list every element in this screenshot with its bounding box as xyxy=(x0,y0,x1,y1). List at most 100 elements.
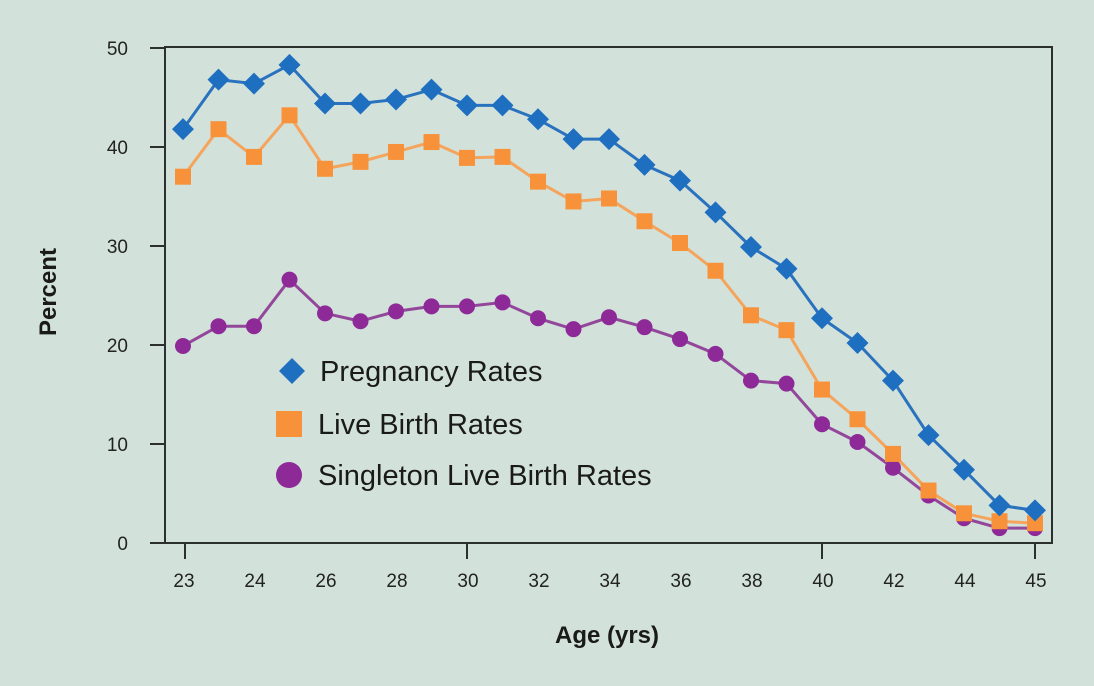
data-point xyxy=(740,235,762,258)
data-point xyxy=(885,445,901,462)
data-point xyxy=(281,271,298,288)
data-point xyxy=(636,213,653,230)
data-point xyxy=(1027,515,1043,532)
x-tick-label: 23 xyxy=(173,571,194,592)
data-point xyxy=(456,94,478,117)
x-axis-title: Age (yrs) xyxy=(555,622,659,649)
data-point xyxy=(707,345,724,362)
x-tick-label: 44 xyxy=(954,571,976,592)
y-tick-label: 10 xyxy=(107,435,128,456)
data-point xyxy=(210,121,227,138)
data-point xyxy=(775,257,798,280)
data-point xyxy=(778,322,795,339)
data-point xyxy=(207,68,230,91)
series-live-birth-rates xyxy=(175,107,1043,532)
data-point xyxy=(1024,499,1046,522)
data-point xyxy=(420,78,443,101)
series-layer xyxy=(172,53,1046,537)
x-tick-label: 40 xyxy=(812,571,833,592)
data-point xyxy=(530,173,546,190)
legend-label: Live Birth Rates xyxy=(318,409,523,441)
data-point xyxy=(494,148,511,165)
legend-item: Live Birth Rates xyxy=(276,409,523,441)
data-point xyxy=(956,505,972,522)
legend-item: Singleton Live Birth Rates xyxy=(276,460,652,492)
data-point xyxy=(423,134,440,151)
data-point xyxy=(459,298,475,315)
data-point xyxy=(743,372,759,389)
data-point xyxy=(846,332,869,355)
data-point xyxy=(278,53,301,76)
x-tick-label: 42 xyxy=(883,571,904,592)
data-point xyxy=(988,494,1011,517)
data-point xyxy=(672,331,688,348)
x-tick-label: 34 xyxy=(599,571,621,592)
data-point xyxy=(246,318,262,335)
x-tick-label: 24 xyxy=(244,571,266,592)
legend-label: Singleton Live Birth Rates xyxy=(318,460,652,492)
data-point xyxy=(669,169,691,192)
data-point xyxy=(172,118,194,141)
data-point xyxy=(920,482,937,499)
data-point xyxy=(882,369,904,392)
data-point xyxy=(601,190,617,207)
data-point xyxy=(849,411,866,428)
data-point xyxy=(175,168,191,185)
data-point xyxy=(175,337,191,354)
data-point xyxy=(565,321,582,338)
data-point xyxy=(317,160,333,177)
data-point xyxy=(885,459,901,476)
data-point xyxy=(601,309,617,326)
data-point xyxy=(991,513,1008,530)
legend-diamond-icon xyxy=(279,358,305,384)
data-point xyxy=(530,310,546,327)
data-point xyxy=(423,298,440,315)
data-point xyxy=(672,235,688,252)
data-point xyxy=(598,128,620,151)
data-point xyxy=(246,148,262,165)
data-point xyxy=(743,307,759,324)
series-singleton-live-birth-rates xyxy=(175,271,1043,537)
legend-circle-icon xyxy=(276,462,302,488)
x-tick-label: 36 xyxy=(670,571,691,592)
data-point xyxy=(811,307,833,330)
data-point xyxy=(636,319,653,336)
y-axis: 0 10 20 30 40 50 xyxy=(107,39,165,555)
data-point xyxy=(849,434,866,451)
y-tick-label: 50 xyxy=(107,39,128,60)
data-point xyxy=(349,92,372,115)
data-point xyxy=(314,92,336,115)
x-axis: 23 24 26 28 30 32 34 36 38 40 42 44 45 xyxy=(173,543,1047,592)
data-point xyxy=(707,262,724,279)
data-point xyxy=(633,153,656,176)
data-point xyxy=(385,88,407,111)
y-tick-label: 0 xyxy=(117,534,128,555)
data-point xyxy=(210,318,227,335)
x-tick-label: 30 xyxy=(457,571,478,592)
data-point xyxy=(778,375,795,392)
data-point xyxy=(814,416,830,433)
x-tick-label: 38 xyxy=(741,571,762,592)
data-point xyxy=(388,303,404,320)
data-point xyxy=(565,193,582,210)
data-point xyxy=(459,149,475,166)
y-axis-title: Percent xyxy=(35,248,62,336)
x-tick-label: 45 xyxy=(1025,571,1046,592)
x-tick-label: 32 xyxy=(528,571,549,592)
data-point xyxy=(494,294,511,311)
data-point xyxy=(491,94,514,117)
series-pregnancy-rates xyxy=(172,53,1046,522)
data-point xyxy=(352,313,369,330)
data-point xyxy=(388,143,404,160)
legend-item: Pregnancy Rates xyxy=(279,356,542,388)
data-point xyxy=(527,108,549,131)
data-point xyxy=(281,107,298,124)
data-point xyxy=(317,305,333,322)
data-point xyxy=(243,72,265,95)
legend-square-icon xyxy=(276,411,302,437)
data-point xyxy=(814,381,830,398)
y-tick-label: 30 xyxy=(107,237,128,258)
legend: Pregnancy Rates Live Birth Rates Singleton… xyxy=(276,356,652,492)
y-tick-label: 40 xyxy=(107,138,128,159)
